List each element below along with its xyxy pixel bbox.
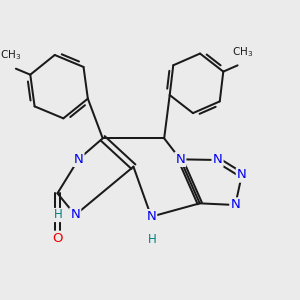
- Text: N: N: [74, 153, 83, 166]
- Text: CH$_3$: CH$_3$: [0, 48, 22, 62]
- Text: N: N: [176, 153, 185, 166]
- Text: O: O: [52, 232, 63, 245]
- Text: N: N: [70, 208, 80, 221]
- Text: N: N: [146, 210, 156, 223]
- Text: CH$_3$: CH$_3$: [232, 45, 253, 59]
- Text: H: H: [148, 233, 157, 246]
- Text: N: N: [230, 199, 240, 212]
- Text: N: N: [237, 169, 247, 182]
- Text: N: N: [213, 154, 222, 166]
- Text: H: H: [54, 208, 63, 221]
